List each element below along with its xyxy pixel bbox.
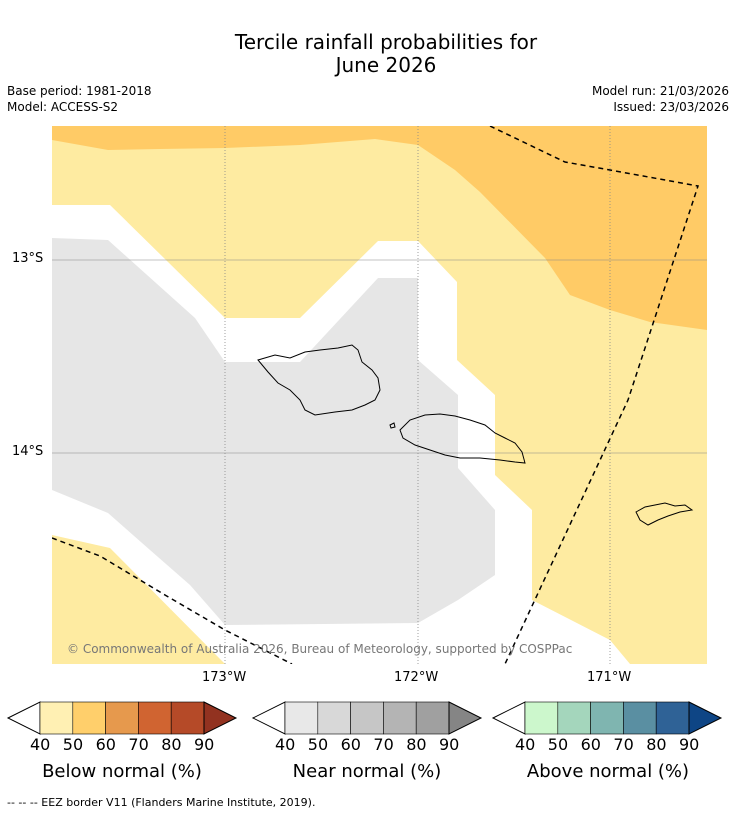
manono-island bbox=[389, 422, 396, 429]
map-title: Tercile rainfall probabilities for June … bbox=[0, 31, 736, 77]
lat-label-13s: 13°S bbox=[12, 251, 44, 266]
colorbar-near bbox=[251, 701, 483, 735]
colorbar-below-tick: 80 bbox=[161, 735, 182, 754]
colorbar-near-segment bbox=[317, 701, 351, 735]
colorbar-near-tick: 40 bbox=[275, 735, 296, 754]
colorbar-below-extend-high bbox=[203, 701, 238, 735]
colorbar-above-segment bbox=[590, 701, 624, 735]
eez-border-east bbox=[489, 126, 699, 664]
eez-border-southwest bbox=[52, 537, 293, 664]
colorbar-near-tick: 80 bbox=[406, 735, 427, 754]
meta-right: Model run: 21/03/2026 Issued: 23/03/2026 bbox=[592, 83, 729, 115]
colorbar-below-tick: 60 bbox=[95, 735, 116, 754]
colorbar-near-extend-high bbox=[448, 701, 483, 735]
colorbar-near-segment bbox=[383, 701, 417, 735]
region-below-50-60 bbox=[52, 126, 707, 330]
colorbar-below-segment bbox=[138, 701, 172, 735]
colorbar-below-segment bbox=[72, 701, 106, 735]
colorbar-above-segment bbox=[557, 701, 591, 735]
colorbar-near-tick: 70 bbox=[373, 735, 394, 754]
colorbar-above-extend-low bbox=[491, 701, 526, 735]
title-line-1: Tercile rainfall probabilities for bbox=[234, 30, 538, 54]
colorbar-near-extend-low bbox=[251, 701, 286, 735]
savaii-island bbox=[257, 344, 381, 416]
colorbar-above-segment bbox=[623, 701, 657, 735]
model-run: Model run: 21/03/2026 bbox=[591, 84, 729, 98]
eez-footer-note: -- -- -- EEZ border V11 (Flanders Marine… bbox=[7, 796, 316, 809]
colorbar-above-title: Above normal (%) bbox=[526, 761, 690, 782]
colorbar-above-segment bbox=[655, 701, 690, 735]
colorbar-near-segment bbox=[284, 701, 319, 735]
colorbar-above-segment bbox=[524, 701, 559, 735]
colorbar-below bbox=[6, 701, 238, 735]
colorbar-below-title: Below normal (%) bbox=[42, 761, 202, 782]
issued-date: Issued: 23/03/2026 bbox=[613, 100, 729, 114]
region-near-40-50 bbox=[52, 238, 495, 625]
colorbar-below-tick: 50 bbox=[62, 735, 84, 754]
lon-label-171w: 171°W bbox=[587, 670, 632, 685]
colorbar-near-tick: 90 bbox=[439, 735, 460, 754]
colorbar-above-tick: 60 bbox=[580, 735, 601, 754]
colorbar-above-tick: 50 bbox=[547, 735, 569, 754]
colorbar-below-tick: 90 bbox=[194, 735, 215, 754]
colorbars bbox=[6, 701, 723, 735]
copyright-notice: © Commonwealth of Australia 2026, Bureau… bbox=[67, 642, 573, 656]
base-period: Base period: 1981-2018 bbox=[7, 84, 152, 98]
colorbar-above-tick: 40 bbox=[515, 735, 536, 754]
colorbar-above-tick: 90 bbox=[679, 735, 700, 754]
colorbar-near-title: Near normal (%) bbox=[292, 761, 442, 782]
colorbar-below-segment bbox=[39, 701, 74, 735]
colorbar-above-tick: 80 bbox=[646, 735, 667, 754]
region-below-40-50 bbox=[52, 126, 707, 664]
title-line-2: June 2026 bbox=[335, 53, 437, 77]
colorbar-below-segment bbox=[170, 701, 205, 735]
upolu-island bbox=[399, 413, 526, 464]
lon-label-173w: 173°W bbox=[202, 670, 247, 685]
region-below-40-50-southwest bbox=[52, 535, 225, 664]
colorbar-below-extend-low bbox=[6, 701, 41, 735]
colorbar-near-segment bbox=[415, 701, 450, 735]
tutuila-island bbox=[635, 502, 694, 526]
lat-label-14s: 14°S bbox=[12, 444, 44, 459]
lon-label-172w: 172°W bbox=[394, 670, 439, 685]
colorbar-below-tick: 70 bbox=[128, 735, 149, 754]
colorbar-near-segment bbox=[350, 701, 384, 735]
colorbar-below-segment bbox=[105, 701, 139, 735]
colorbar-above-tick: 70 bbox=[613, 735, 634, 754]
colorbar-below-tick: 40 bbox=[30, 735, 51, 754]
colorbar-near-tick: 50 bbox=[307, 735, 329, 754]
model-name: Model: ACCESS-S2 bbox=[7, 100, 119, 114]
colorbar-near-tick: 60 bbox=[340, 735, 361, 754]
meta-left: Base period: 1981-2018 Model: ACCESS-S2 bbox=[7, 83, 152, 115]
colorbar-above-extend-high bbox=[688, 701, 723, 735]
colorbar-above bbox=[491, 701, 723, 735]
